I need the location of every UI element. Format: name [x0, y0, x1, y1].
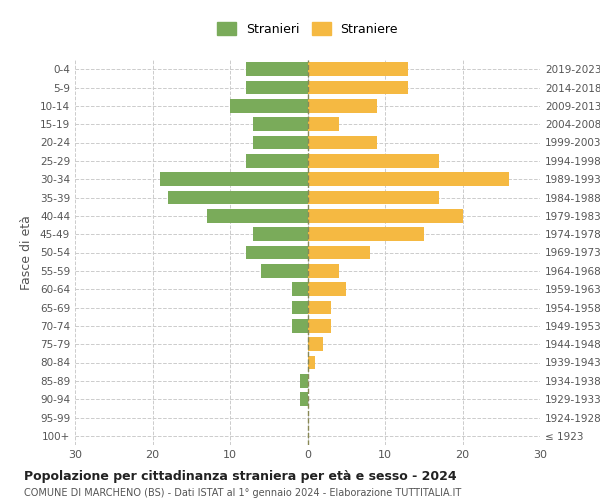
- Bar: [308, 99, 377, 112]
- Bar: [253, 118, 308, 131]
- Bar: [292, 300, 308, 314]
- Bar: [308, 172, 509, 186]
- Bar: [261, 264, 308, 278]
- Bar: [245, 80, 308, 94]
- Bar: [168, 190, 308, 204]
- Bar: [308, 246, 370, 260]
- Bar: [300, 374, 308, 388]
- Bar: [308, 282, 346, 296]
- Bar: [308, 356, 315, 370]
- Bar: [308, 209, 463, 222]
- Bar: [308, 228, 424, 241]
- Bar: [300, 392, 308, 406]
- Bar: [308, 264, 338, 278]
- Text: COMUNE DI MARCHENO (BS) - Dati ISTAT al 1° gennaio 2024 - Elaborazione TUTTITALI: COMUNE DI MARCHENO (BS) - Dati ISTAT al …: [24, 488, 461, 498]
- Y-axis label: Fasce di età: Fasce di età: [20, 215, 33, 290]
- Bar: [308, 300, 331, 314]
- Bar: [292, 282, 308, 296]
- Bar: [308, 338, 323, 351]
- Bar: [253, 136, 308, 149]
- Legend: Stranieri, Straniere: Stranieri, Straniere: [211, 16, 404, 42]
- Bar: [253, 228, 308, 241]
- Bar: [308, 118, 338, 131]
- Bar: [308, 154, 439, 168]
- Bar: [308, 190, 439, 204]
- Text: Popolazione per cittadinanza straniera per età e sesso - 2024: Popolazione per cittadinanza straniera p…: [24, 470, 457, 483]
- Bar: [245, 246, 308, 260]
- Bar: [292, 319, 308, 332]
- Bar: [308, 62, 408, 76]
- Bar: [160, 172, 308, 186]
- Bar: [308, 136, 377, 149]
- Bar: [308, 319, 331, 332]
- Bar: [245, 154, 308, 168]
- Bar: [207, 209, 308, 222]
- Bar: [230, 99, 308, 112]
- Bar: [308, 80, 408, 94]
- Bar: [245, 62, 308, 76]
